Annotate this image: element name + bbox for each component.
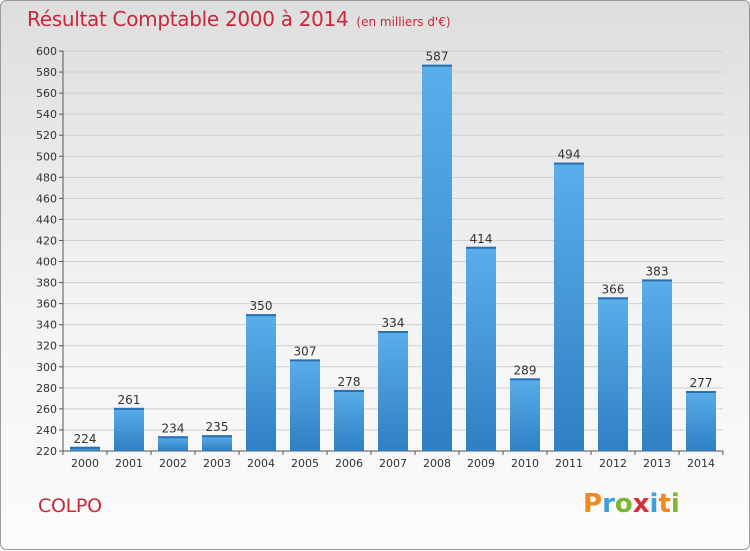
bar-2011 xyxy=(554,162,584,451)
bar-top-2005 xyxy=(290,359,320,362)
data-label: 494 xyxy=(558,148,581,162)
bar-top-2010 xyxy=(510,378,540,381)
x-tick-label: 2011 xyxy=(555,457,583,470)
y-tick-label: 500 xyxy=(36,150,57,163)
bar-2013 xyxy=(642,279,672,451)
y-tick-label: 260 xyxy=(36,403,57,416)
y-tick-label: 240 xyxy=(36,424,57,437)
y-tick-label: 560 xyxy=(36,87,57,100)
bar-top-2008 xyxy=(422,64,452,67)
bar-2000 xyxy=(70,446,100,451)
logo-letter: P xyxy=(583,489,603,519)
data-label: 234 xyxy=(162,421,185,435)
x-tick-label: 2001 xyxy=(115,457,143,470)
bar-top-2012 xyxy=(598,297,628,300)
bar-top-2011 xyxy=(554,162,584,165)
x-tick-label: 2008 xyxy=(423,457,451,470)
bar-top-2013 xyxy=(642,279,672,282)
logo-letter: r xyxy=(602,489,615,519)
y-tick-label: 300 xyxy=(36,361,57,374)
data-label: 278 xyxy=(338,375,361,389)
chart-subtitle: (en milliers d'€) xyxy=(356,15,451,29)
y-tick-label: 320 xyxy=(36,340,57,353)
y-tick-label: 600 xyxy=(36,45,57,58)
data-label: 261 xyxy=(118,393,141,407)
x-tick-label: 2000 xyxy=(71,457,99,470)
bar-2004 xyxy=(246,314,276,451)
data-label: 224 xyxy=(74,432,97,446)
bar-top-2014 xyxy=(686,391,716,393)
y-tick-label: 360 xyxy=(36,298,57,311)
x-tick-label: 2004 xyxy=(247,457,275,470)
logo-letter: t xyxy=(658,489,671,519)
bar-top-2001 xyxy=(114,407,144,410)
bar-top-2009 xyxy=(466,246,496,249)
y-tick-label: 580 xyxy=(36,66,57,79)
data-label: 307 xyxy=(294,344,317,358)
chart-title-text: Résultat Comptable 2000 à 2014 xyxy=(27,7,349,31)
y-tick-label: 480 xyxy=(36,171,57,184)
logo-letter: x xyxy=(632,489,650,519)
bar-2009 xyxy=(466,246,496,451)
bar-top-2004 xyxy=(246,314,276,317)
logo-letter: i xyxy=(670,489,680,519)
chart-title: Résultat Comptable 2000 à 2014 (en millie… xyxy=(27,7,451,31)
y-tick-label: 220 xyxy=(36,445,57,458)
x-tick-label: 2003 xyxy=(203,457,231,470)
data-label: 235 xyxy=(206,420,229,434)
y-tick-label: 440 xyxy=(36,213,57,226)
bar-2002 xyxy=(158,436,188,451)
y-tick-label: 280 xyxy=(36,382,57,395)
bar-2005 xyxy=(290,359,320,451)
y-tick-label: 520 xyxy=(36,129,57,142)
logo-letter: i xyxy=(649,489,659,519)
y-tick-label: 340 xyxy=(36,319,57,332)
bar-2014 xyxy=(686,391,716,451)
bar-top-2007 xyxy=(378,331,408,333)
y-tick-label: 400 xyxy=(36,256,57,269)
bar-top-2002 xyxy=(158,436,188,439)
x-tick-label: 2005 xyxy=(291,457,319,470)
bar-2010 xyxy=(510,378,540,451)
y-tick-label: 540 xyxy=(36,108,57,121)
data-label: 289 xyxy=(514,363,537,377)
commune-name: COLPO xyxy=(38,495,102,517)
bar-2012 xyxy=(598,297,628,451)
bar-2001 xyxy=(114,407,144,451)
data-label: 366 xyxy=(602,282,625,296)
y-tick-label: 420 xyxy=(36,234,57,247)
bar-top-2006 xyxy=(334,389,364,392)
data-label: 334 xyxy=(382,316,405,330)
x-tick-label: 2007 xyxy=(379,457,407,470)
x-tick-label: 2009 xyxy=(467,457,495,470)
x-tick-label: 2013 xyxy=(643,457,671,470)
bar-top-2000 xyxy=(70,446,100,449)
bar-2003 xyxy=(202,435,232,451)
data-label: 350 xyxy=(250,299,273,313)
data-label: 383 xyxy=(646,264,669,278)
y-axis-ticks: 220 240 260 280 300 320 340 360 380 400 420 440 460 4… xyxy=(36,45,63,458)
proxiti-logo[interactable]: Proxiti xyxy=(583,489,680,519)
x-tick-label: 2002 xyxy=(159,457,187,470)
logo-letter: o xyxy=(614,489,633,519)
x-tick-label: 2010 xyxy=(511,457,539,470)
data-label: 414 xyxy=(470,232,493,246)
y-tick-label: 460 xyxy=(36,192,57,205)
bar-2006 xyxy=(334,389,364,451)
x-tick-label: 2006 xyxy=(335,457,363,470)
data-label: 587 xyxy=(426,50,449,64)
y-tick-label: 380 xyxy=(36,277,57,290)
x-tick-label: 2014 xyxy=(687,457,715,470)
data-label: 277 xyxy=(690,376,713,390)
bar-top-2003 xyxy=(202,435,232,438)
x-tick-label: 2012 xyxy=(599,457,627,470)
bar-2008 xyxy=(422,64,452,452)
bar-2007 xyxy=(378,331,408,451)
